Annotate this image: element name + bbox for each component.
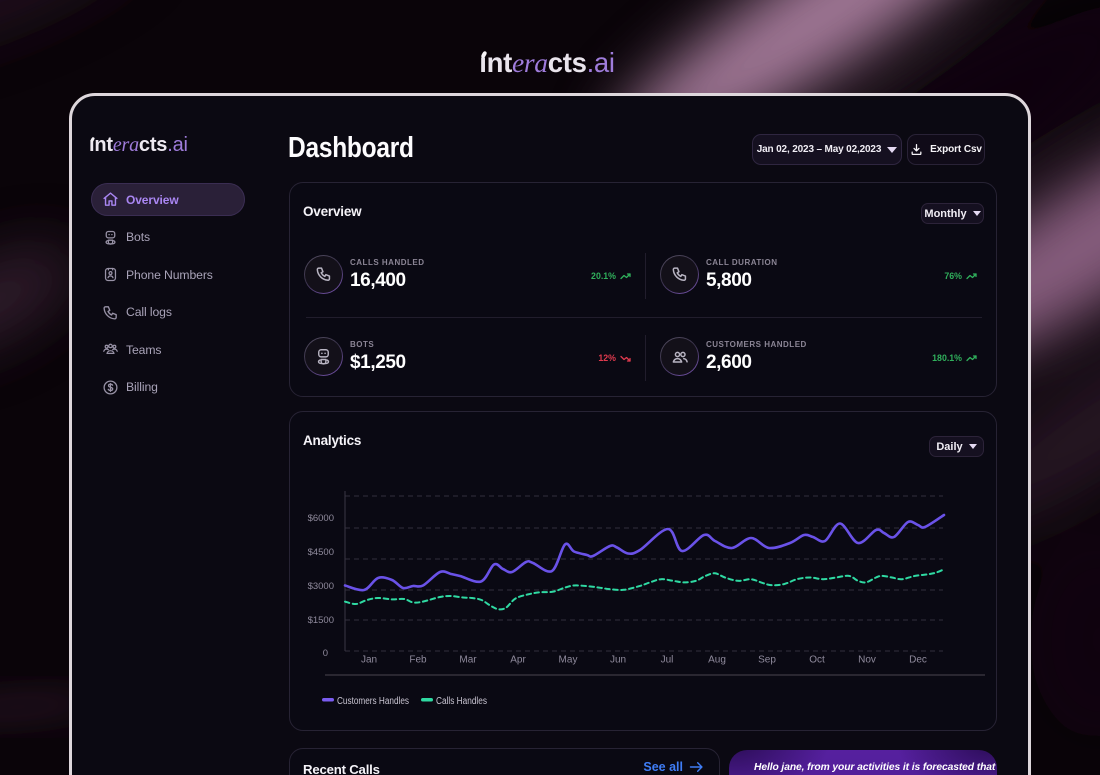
svg-text:$1500: $1500 — [308, 615, 334, 626]
svg-text:May: May — [559, 655, 578, 666]
svg-text:Dec: Dec — [909, 655, 927, 666]
svg-text:$3000: $3000 — [308, 581, 334, 592]
svg-text:Feb: Feb — [409, 655, 427, 666]
svg-text:Calls Handles: Calls Handles — [436, 696, 487, 707]
svg-text:$6000: $6000 — [308, 513, 334, 524]
svg-text:Nov: Nov — [858, 655, 876, 666]
svg-text:Apr: Apr — [510, 655, 526, 666]
svg-text:Oct: Oct — [809, 655, 825, 666]
svg-text:$4500: $4500 — [308, 547, 334, 558]
svg-text:Jul: Jul — [661, 655, 674, 666]
svg-text:Customers Handles: Customers Handles — [337, 696, 409, 707]
svg-text:Sep: Sep — [758, 655, 776, 666]
svg-text:Mar: Mar — [459, 655, 477, 666]
svg-text:Aug: Aug — [708, 655, 726, 666]
svg-text:Jun: Jun — [610, 655, 626, 666]
svg-text:Jan: Jan — [361, 655, 377, 666]
svg-text:0: 0 — [323, 648, 328, 659]
